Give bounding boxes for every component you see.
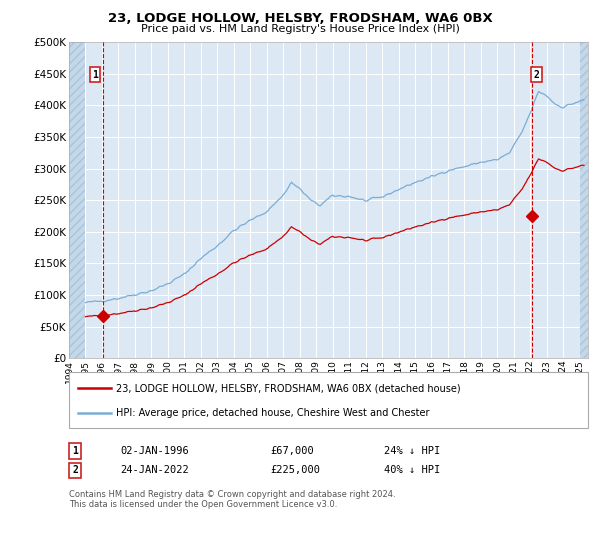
Bar <box>580 42 588 358</box>
Bar <box>69 42 85 358</box>
Text: 2: 2 <box>533 70 539 80</box>
Text: 24-JAN-2022: 24-JAN-2022 <box>120 465 189 475</box>
Text: HPI: Average price, detached house, Cheshire West and Chester: HPI: Average price, detached house, Ches… <box>116 408 430 418</box>
Text: 1: 1 <box>92 70 98 80</box>
Text: £225,000: £225,000 <box>270 465 320 475</box>
Text: 24% ↓ HPI: 24% ↓ HPI <box>384 446 440 456</box>
Text: 23, LODGE HOLLOW, HELSBY, FRODSHAM, WA6 0BX: 23, LODGE HOLLOW, HELSBY, FRODSHAM, WA6 … <box>107 12 493 25</box>
Text: Price paid vs. HM Land Registry's House Price Index (HPI): Price paid vs. HM Land Registry's House … <box>140 24 460 34</box>
Text: 02-JAN-1996: 02-JAN-1996 <box>120 446 189 456</box>
Text: 1: 1 <box>72 446 78 456</box>
Text: 23, LODGE HOLLOW, HELSBY, FRODSHAM, WA6 0BX (detached house): 23, LODGE HOLLOW, HELSBY, FRODSHAM, WA6 … <box>116 383 460 393</box>
Text: 2: 2 <box>72 465 78 475</box>
Text: Contains HM Land Registry data © Crown copyright and database right 2024.
This d: Contains HM Land Registry data © Crown c… <box>69 490 395 510</box>
Text: 40% ↓ HPI: 40% ↓ HPI <box>384 465 440 475</box>
Text: £67,000: £67,000 <box>270 446 314 456</box>
